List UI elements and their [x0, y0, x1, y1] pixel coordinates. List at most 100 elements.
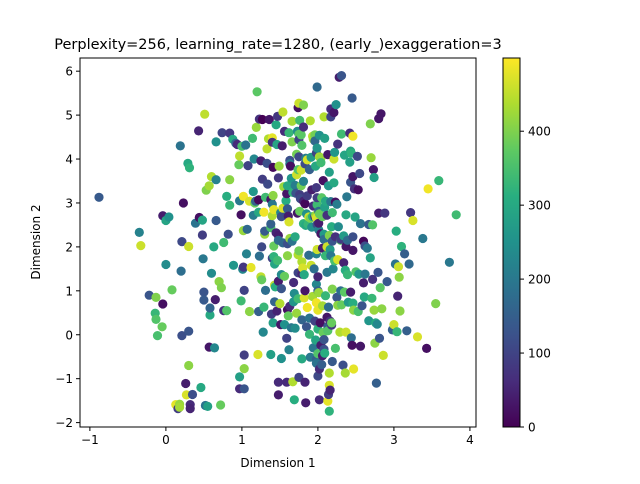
colorbar-tick-label: 400 — [528, 125, 551, 139]
data-point — [266, 349, 276, 360]
data-point — [338, 360, 348, 370]
data-point — [355, 341, 366, 351]
data-point — [197, 230, 207, 240]
data-point — [393, 262, 404, 272]
data-point — [434, 176, 444, 186]
x-tick-label: 3 — [390, 433, 398, 447]
data-point — [366, 153, 376, 163]
data-point — [320, 348, 330, 358]
data-point — [209, 242, 219, 252]
y-tick-label: −1 — [55, 372, 73, 386]
data-point — [327, 222, 337, 232]
data-point — [342, 192, 352, 202]
data-point — [324, 368, 334, 378]
data-point — [175, 402, 185, 412]
x-axis: −1 0 1 2 3 4 — [81, 427, 474, 447]
data-point — [268, 190, 278, 201]
data-point — [312, 143, 322, 153]
data-point — [329, 178, 339, 188]
x-tick-label: 4 — [466, 433, 474, 447]
y-tick-label: 1 — [65, 284, 73, 298]
data-point — [253, 349, 263, 360]
chart-title: Perplexity=256, learning_rate=1280, (ear… — [54, 37, 501, 53]
data-point — [301, 398, 311, 408]
data-point — [332, 199, 342, 209]
data-point — [304, 250, 314, 260]
data-point — [184, 163, 195, 173]
data-point — [176, 266, 186, 276]
data-point — [235, 372, 245, 382]
y-tick-label: 0 — [65, 328, 73, 342]
data-point — [151, 314, 161, 324]
data-point — [339, 258, 349, 268]
data-point — [161, 259, 171, 270]
data-point — [211, 215, 221, 226]
data-point — [206, 268, 217, 278]
y-tick-label: −2 — [55, 416, 73, 430]
data-point — [341, 210, 351, 220]
data-point — [418, 233, 428, 244]
data-point — [342, 270, 353, 280]
data-point — [422, 343, 432, 353]
data-point — [263, 179, 273, 189]
data-point — [197, 215, 207, 225]
data-point — [247, 133, 258, 143]
colorbar-axis: 0 100 200 300 400 — [520, 125, 551, 435]
data-point — [210, 295, 220, 305]
data-point — [205, 310, 215, 320]
data-point — [184, 360, 194, 371]
data-point — [327, 318, 337, 328]
data-point — [444, 257, 454, 267]
data-point — [348, 131, 358, 141]
data-point — [241, 140, 251, 150]
data-point — [289, 395, 299, 405]
data-point — [187, 389, 198, 400]
data-point — [349, 364, 359, 374]
data-point — [178, 198, 188, 208]
data-point — [340, 368, 350, 378]
x-tick-label: 1 — [238, 433, 246, 447]
data-point — [279, 271, 290, 281]
data-point — [302, 302, 312, 313]
data-point — [297, 315, 307, 325]
data-point — [260, 285, 271, 295]
data-point — [314, 395, 324, 405]
data-point — [242, 224, 252, 234]
data-point — [266, 219, 276, 229]
data-point — [287, 116, 297, 126]
data-point — [358, 278, 369, 288]
data-point — [273, 390, 283, 400]
data-point — [371, 378, 381, 388]
data-point — [284, 128, 294, 138]
data-point — [376, 109, 386, 119]
data-point — [330, 147, 340, 157]
data-point — [236, 296, 246, 306]
data-point — [203, 401, 213, 411]
data-point — [406, 208, 416, 218]
colorbar — [502, 57, 521, 428]
data-point — [298, 100, 309, 110]
data-point — [185, 404, 195, 414]
data-point — [181, 378, 191, 389]
data-point — [269, 205, 279, 215]
data-point — [350, 212, 360, 222]
data-point — [347, 340, 357, 350]
data-point — [276, 212, 286, 222]
data-point — [274, 161, 284, 171]
plot-frame — [79, 57, 477, 428]
colorbar-tick-label: 100 — [528, 347, 551, 361]
data-point — [136, 241, 146, 251]
data-point — [236, 210, 246, 220]
data-point — [216, 283, 226, 293]
data-point — [257, 114, 267, 125]
data-point — [353, 185, 363, 195]
data-point — [300, 377, 310, 387]
data-point — [198, 254, 208, 264]
data-point — [423, 184, 433, 194]
y-tick-label: 4 — [65, 153, 73, 167]
y-axis-label: Dimension 2 — [29, 204, 43, 279]
data-point — [313, 371, 323, 381]
data-point — [239, 285, 249, 295]
data-point — [345, 157, 355, 167]
